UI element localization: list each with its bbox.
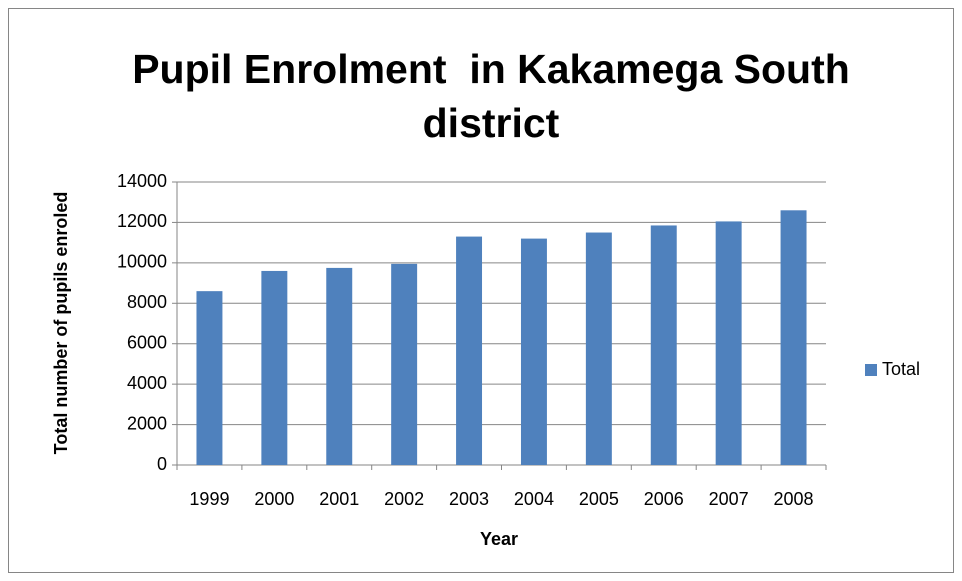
y-tick-label: 2000 <box>127 413 167 433</box>
y-tick-label: 4000 <box>127 373 167 393</box>
y-tick-label: 0 <box>157 454 167 474</box>
bar <box>585 232 612 465</box>
y-axis-label: Total number of pupils enroled <box>51 192 71 455</box>
bar <box>780 210 807 465</box>
x-tick-label: 2004 <box>514 489 554 509</box>
x-axis-label: Year <box>480 529 518 549</box>
y-tick-label: 10000 <box>117 252 167 272</box>
y-tick-label: 6000 <box>127 332 167 352</box>
x-tick-label: 2001 <box>319 489 359 509</box>
x-tick-label: 2006 <box>644 489 684 509</box>
x-tick-label: 2005 <box>579 489 619 509</box>
y-tick-label: 14000 <box>117 171 167 191</box>
bar <box>715 221 742 465</box>
bar <box>456 236 483 465</box>
bar <box>261 270 288 465</box>
bar <box>650 225 677 465</box>
bar <box>196 291 223 465</box>
chart-title: Pupil Enrolment in Kakamega South distri… <box>132 46 862 146</box>
x-tick-label: 1999 <box>189 489 229 509</box>
legend-swatch <box>865 364 877 376</box>
legend-label: Total <box>882 359 920 379</box>
chart-border <box>8 8 954 573</box>
bar <box>520 238 547 465</box>
y-tick-label: 8000 <box>127 292 167 312</box>
x-tick-label: 2002 <box>384 489 424 509</box>
x-tick-label: 2007 <box>709 489 749 509</box>
x-tick-label: 2003 <box>449 489 489 509</box>
y-tick-label: 12000 <box>117 211 167 231</box>
bar <box>391 263 418 465</box>
bar <box>326 267 353 465</box>
x-tick-label: 2000 <box>254 489 294 509</box>
x-tick-label: 2008 <box>774 489 814 509</box>
